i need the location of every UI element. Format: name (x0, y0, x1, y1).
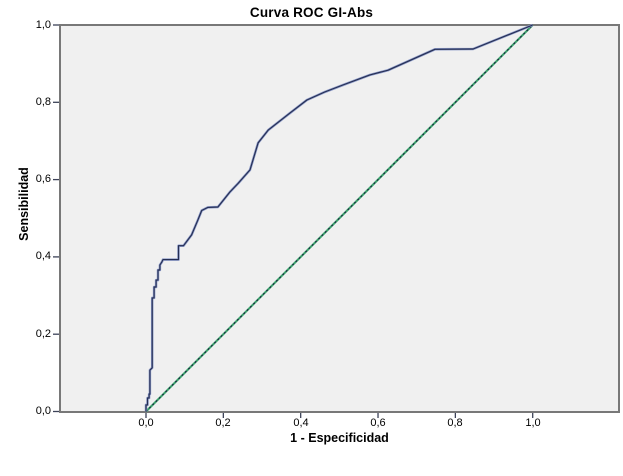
x-tick-label: 0,4 (293, 417, 309, 429)
x-tick-label: 0,2 (215, 417, 231, 429)
y-tick-label: 1,0 (35, 19, 51, 31)
y-tick-label: 0,6 (35, 173, 51, 185)
x-tick-label: 0,0 (138, 417, 154, 429)
y-tick-label: 0,0 (35, 405, 51, 417)
y-tick-label: 0,2 (35, 328, 51, 340)
x-axis-title: 1 - Especificidad (290, 431, 389, 445)
x-tick-label: 0,8 (447, 417, 463, 429)
plot-area (59, 24, 620, 413)
x-tick-label: 0,6 (370, 417, 386, 429)
x-tick-label: 1,0 (525, 417, 541, 429)
y-tick-label: 0,8 (35, 96, 51, 108)
chart-title: Curva ROC GI-Abs (249, 5, 374, 20)
y-tick-label: 0,4 (35, 250, 51, 262)
